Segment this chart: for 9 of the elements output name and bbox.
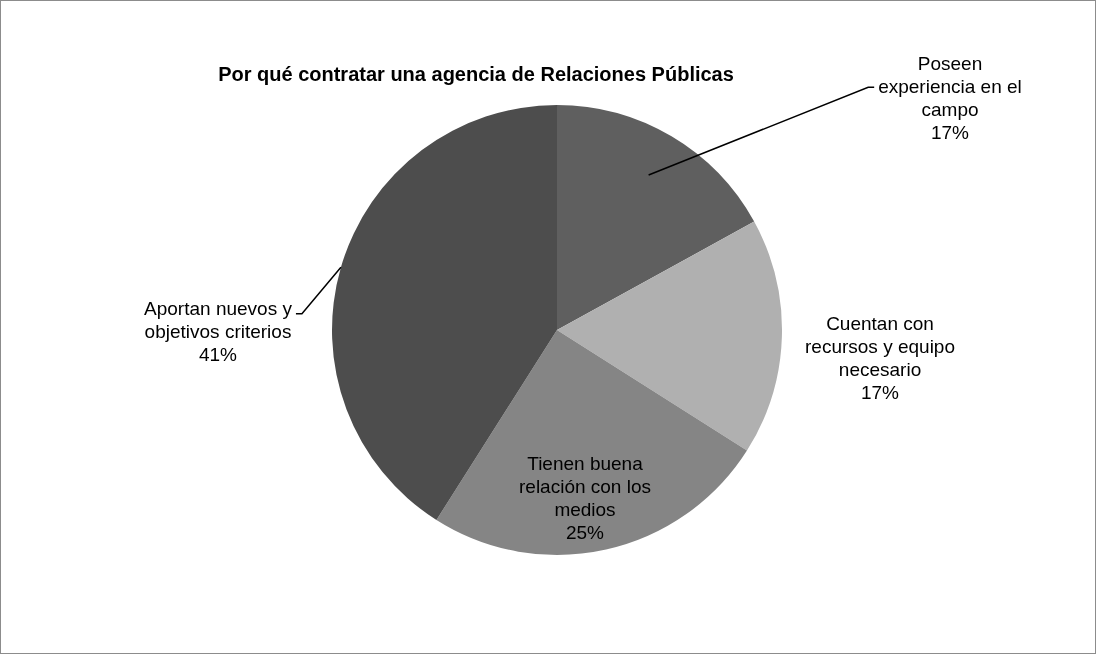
chart-title: Por qué contratar una agencia de Relaciones Públicas <box>218 62 734 85</box>
slice-label: Poseen experiencia en el campo <box>878 52 1022 120</box>
data-label: 25% <box>565 521 605 543</box>
slice-label: Aportan nuevos y objetivos criterios <box>144 297 293 342</box>
slice-label: Tienen buena relación con los medios <box>518 452 652 520</box>
data-label: 17% <box>930 121 970 143</box>
data-label: 17% <box>860 381 900 403</box>
slice-label: Cuentan con recursos y equipo necesario <box>805 312 955 380</box>
data-label: 41% <box>198 343 238 365</box>
